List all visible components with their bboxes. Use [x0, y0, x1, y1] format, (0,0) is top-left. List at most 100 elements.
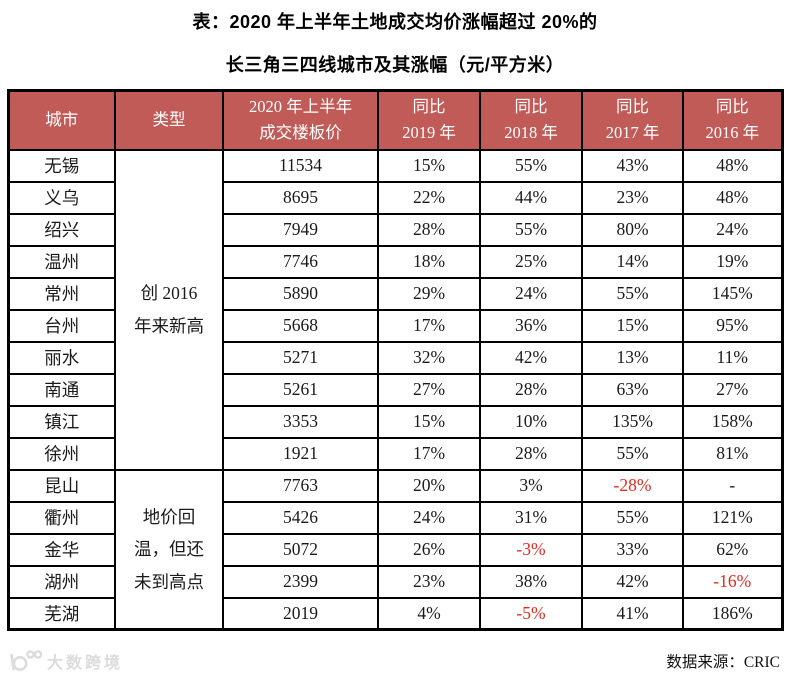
table-row: 无锡创 2016 年来新高 11534 15% 55% 43% 48%: [7, 148, 783, 471]
cell-yoy-2019: 24%: [377, 500, 481, 535]
cell-city: 湖州: [7, 564, 116, 599]
table-row: 镇江 3353 15% 10% 135% 158%: [7, 404, 783, 439]
column-header-4: 同比 2018 年: [479, 89, 583, 151]
cell-yoy-2019: 15%: [377, 404, 481, 439]
cell-yoy-2018: 55%: [479, 148, 583, 183]
cell-yoy-2018: 36%: [479, 308, 583, 343]
cell-yoy-2018: 28%: [479, 436, 583, 471]
cell-price: 2019: [222, 596, 379, 631]
table-row: 义乌 8695 22% 44% 23% 48%: [7, 180, 783, 215]
cell-yoy-2017: 14%: [581, 244, 684, 279]
watermark: 大数跨境: [8, 648, 123, 674]
cell-yoy-2016: 48%: [682, 180, 783, 215]
cell-yoy-2019: 17%: [377, 308, 481, 343]
table-row: 徐州 1921 17% 28% 55% 81%: [7, 436, 783, 471]
cell-yoy-2016: 95%: [682, 308, 783, 343]
table-row: 金华 5072 26% -3% 33% 62%: [7, 532, 783, 567]
cell-yoy-2018: 42%: [479, 340, 583, 375]
cell-yoy-2018: -3%: [479, 532, 583, 567]
cell-city: 绍兴: [7, 212, 116, 247]
cell-yoy-2016: 145%: [682, 276, 783, 311]
column-header-6: 同比 2016 年: [682, 89, 783, 151]
column-header-3: 同比 2019 年: [377, 89, 481, 151]
cell-yoy-2018: 10%: [479, 404, 583, 439]
cell-yoy-2019: 17%: [377, 436, 481, 471]
cell-yoy-2016: 11%: [682, 340, 783, 375]
cell-yoy-2017: 55%: [581, 276, 684, 311]
table-row: 丽水 5271 32% 42% 13% 11%: [7, 340, 783, 375]
title-line-2: 长三角三四线城市及其涨幅（元/平方米）: [225, 55, 565, 75]
cell-price: 5426: [222, 500, 379, 535]
cell-yoy-2017: 33%: [581, 532, 684, 567]
cell-city: 常州: [7, 276, 116, 311]
column-header-1: 类型: [114, 89, 224, 151]
cell-price: 7949: [222, 212, 379, 247]
cell-yoy-2017: 41%: [581, 596, 684, 631]
cell-city: 丽水: [7, 340, 116, 375]
header-row: 城市 类型 2020 年上半年 成交楼板价 同比 2019 年同比 2018 年同比 2017…: [7, 89, 783, 151]
cell-yoy-2018: 3%: [479, 468, 583, 503]
table-row: 芜湖 2019 4% -5% 41% 186%: [7, 596, 783, 631]
table-row: 绍兴 7949 28% 55% 80% 24%: [7, 212, 783, 247]
cell-yoy-2019: 22%: [377, 180, 481, 215]
cell-yoy-2017: -28%: [581, 468, 684, 503]
cell-yoy-2017: 23%: [581, 180, 684, 215]
cell-city: 金华: [7, 532, 116, 567]
cell-city: 温州: [7, 244, 116, 279]
cell-yoy-2017: 80%: [581, 212, 684, 247]
cell-city: 南通: [7, 372, 116, 407]
cell-yoy-2017: 42%: [581, 564, 684, 599]
cell-yoy-2016: 121%: [682, 500, 783, 535]
cell-city: 台州: [7, 308, 116, 343]
cell-yoy-2016: 81%: [682, 436, 783, 471]
cell-yoy-2017: 13%: [581, 340, 684, 375]
cell-yoy-2018: -5%: [479, 596, 583, 631]
cell-yoy-2019: 29%: [377, 276, 481, 311]
cell-city: 徐州: [7, 436, 116, 471]
cell-price: 5668: [222, 308, 379, 343]
cell-price: 5072: [222, 532, 379, 567]
cell-yoy-2019: 23%: [377, 564, 481, 599]
table-row: 台州 5668 17% 36% 15% 95%: [7, 308, 783, 343]
cell-yoy-2018: 55%: [479, 212, 583, 247]
cell-yoy-2016: -16%: [682, 564, 783, 599]
cell-yoy-2019: 18%: [377, 244, 481, 279]
cell-price: 5271: [222, 340, 379, 375]
cell-yoy-2016: 186%: [682, 596, 783, 631]
table-title: 表：2020 年上半年土地成交均价涨幅超过 20%的 长三角三四线城市及其涨幅（…: [0, 0, 790, 78]
cell-yoy-2018: 25%: [479, 244, 583, 279]
cell-type-group: 地价回 温，但还 未到高点: [114, 468, 224, 631]
cell-yoy-2017: 55%: [581, 500, 684, 535]
cell-city: 昆山: [7, 468, 116, 503]
cell-price: 2399: [222, 564, 379, 599]
table-row: 温州 7746 18% 25% 14% 19%: [7, 244, 783, 279]
cell-price: 5261: [222, 372, 379, 407]
cell-price: 11534: [222, 148, 379, 183]
table-row: 常州 5890 29% 24% 55% 145%: [7, 276, 783, 311]
cell-city: 镇江: [7, 404, 116, 439]
title-line-1: 表：2020 年上半年土地成交均价涨幅超过 20%的: [192, 12, 598, 32]
cell-yoy-2018: 28%: [479, 372, 583, 407]
cell-type-group: 创 2016 年来新高: [114, 148, 224, 471]
cell-city: 无锡: [7, 148, 116, 183]
cell-yoy-2017: 63%: [581, 372, 684, 407]
watermark-label: 大数跨境: [47, 655, 124, 673]
table-body: 无锡创 2016 年来新高 11534 15% 55% 43% 48% 义乌 8695 22% 44…: [7, 148, 783, 631]
cell-yoy-2019: 26%: [377, 532, 481, 567]
cell-yoy-2019: 28%: [377, 212, 481, 247]
cell-yoy-2016: -: [682, 468, 783, 503]
cell-yoy-2017: 55%: [581, 436, 684, 471]
footer: 大数跨境 数据来源：CRIC: [8, 648, 780, 674]
cell-price: 7763: [222, 468, 379, 503]
column-header-5: 同比 2017 年: [581, 89, 684, 151]
cell-yoy-2018: 24%: [479, 276, 583, 311]
table-row: 衢州 5426 24% 31% 55% 121%: [7, 500, 783, 535]
cell-yoy-2019: 27%: [377, 372, 481, 407]
cell-yoy-2019: 32%: [377, 340, 481, 375]
cell-price: 8695: [222, 180, 379, 215]
cell-price: 3353: [222, 404, 379, 439]
cell-city: 义乌: [7, 180, 116, 215]
column-header-2: 2020 年上半年 成交楼板价: [222, 89, 379, 151]
cell-yoy-2017: 43%: [581, 148, 684, 183]
